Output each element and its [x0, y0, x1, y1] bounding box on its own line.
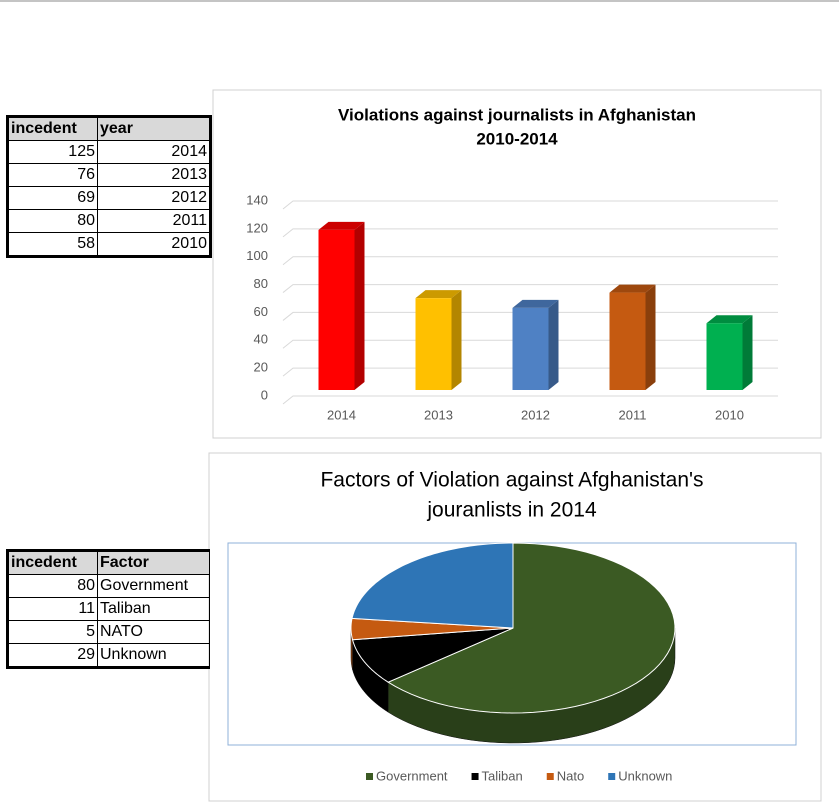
header-row: incedent Factor	[7, 550, 210, 575]
legend-swatch	[471, 773, 479, 780]
bar-front	[609, 292, 646, 390]
slice	[351, 542, 514, 629]
legend-swatch	[546, 773, 554, 780]
legend-label: Nato	[557, 768, 584, 783]
row: 58 2010	[7, 232, 211, 257]
row: 29 Unknown	[7, 643, 210, 668]
cell: 80	[7, 574, 98, 598]
cell: 76	[7, 163, 98, 187]
y-tick-label: 120	[246, 220, 268, 235]
slice	[351, 627, 514, 683]
bar-front	[512, 307, 549, 390]
bar-front	[318, 229, 355, 390]
legend-label: Unknown	[618, 768, 672, 783]
slice	[350, 617, 514, 641]
bar-side	[451, 290, 462, 390]
legend-label: Government	[376, 768, 448, 783]
x-tick-label: 2014	[327, 407, 356, 422]
chart-title: jouranlists in 2014	[426, 499, 597, 522]
x-tick-label: 2013	[424, 407, 453, 422]
chart-title: Violations against journalists in Afghan…	[338, 105, 696, 124]
row: 80 Government	[7, 574, 210, 598]
y-tick-label: 100	[246, 248, 268, 263]
cell: Taliban	[97, 597, 210, 621]
bar	[318, 221, 365, 390]
chart-title: Factors of Violation against Afghanistan…	[320, 469, 703, 492]
legend-swatch	[366, 773, 373, 780]
cell: 5	[7, 620, 98, 644]
y-tick-label: 0	[261, 387, 268, 402]
y-tick-label: 60	[254, 304, 268, 319]
bar-top	[318, 221, 365, 230]
cell: NATO	[97, 620, 210, 644]
bar-side	[354, 221, 365, 390]
header-row: incedent year	[7, 116, 211, 141]
y-tick-label: 80	[254, 276, 268, 291]
cell: Unknown	[97, 643, 210, 668]
bar	[415, 290, 462, 390]
cell: 80	[7, 209, 98, 233]
bar	[706, 315, 753, 390]
table-head: incedent Factor	[7, 550, 210, 575]
bar-side	[548, 299, 559, 390]
incident-year-table: incedent year 125 2014 76 2013 69 2012 80 2011 58 2…	[6, 115, 212, 258]
row: 5 NATO	[7, 620, 210, 644]
cell: 2010	[97, 232, 211, 257]
grid-line	[282, 228, 778, 238]
header-cell: year	[97, 116, 211, 141]
row: 76 2013	[7, 163, 211, 187]
row: 69 2012	[7, 186, 211, 210]
x-tick-label: 2011	[619, 407, 647, 422]
y-tick-label: 140	[246, 192, 268, 207]
cell: 125	[7, 140, 98, 164]
y-tick-label: 40	[254, 332, 268, 347]
header-cell: Factor	[97, 550, 210, 575]
y-tick-label: 20	[254, 360, 268, 375]
row: 125 2014	[7, 140, 211, 164]
bar-side	[645, 284, 656, 390]
cell: 29	[7, 643, 98, 668]
grid-line	[282, 256, 778, 266]
grid-line	[282, 200, 778, 210]
bar-front	[706, 323, 743, 390]
incident-factor-table: incedent Factor 80 Government 11 Taliban 5 NATO…	[6, 549, 210, 669]
x-tick-label: 2012	[521, 407, 550, 422]
row: 80 2011	[7, 209, 211, 233]
table-body: 80 Government 11 Taliban 5 NATO 29 Unknown	[7, 574, 210, 668]
cell: 69	[7, 186, 98, 210]
cell: 2013	[97, 163, 211, 187]
cell: 2011	[97, 209, 211, 233]
grid-line	[282, 284, 778, 293]
bar	[512, 299, 559, 390]
slice	[387, 542, 676, 714]
cell: 2012	[97, 186, 211, 210]
bar-front	[415, 298, 452, 390]
cell: 2014	[97, 140, 211, 164]
cell: Government	[97, 574, 210, 598]
bar-top	[706, 315, 753, 324]
chart-title: 2010-2014	[476, 129, 558, 148]
bar-side	[742, 315, 753, 390]
legend-swatch	[608, 773, 616, 780]
bar-top	[512, 299, 559, 308]
table-head: incedent year	[7, 116, 211, 141]
bar-top	[415, 290, 462, 299]
cell: 11	[7, 597, 98, 621]
legend-label: Taliban	[482, 768, 523, 783]
bar-top	[609, 284, 656, 293]
header-cell: incedent	[7, 116, 98, 141]
x-tick-label: 2010	[715, 407, 744, 422]
cell: 58	[7, 232, 98, 257]
grid-line	[282, 395, 778, 405]
bar	[609, 284, 656, 390]
row: 11 Taliban	[7, 597, 210, 621]
table-body: 125 2014 76 2013 69 2012 80 2011 58 2010	[7, 140, 211, 257]
header-cell: incedent	[7, 550, 98, 575]
